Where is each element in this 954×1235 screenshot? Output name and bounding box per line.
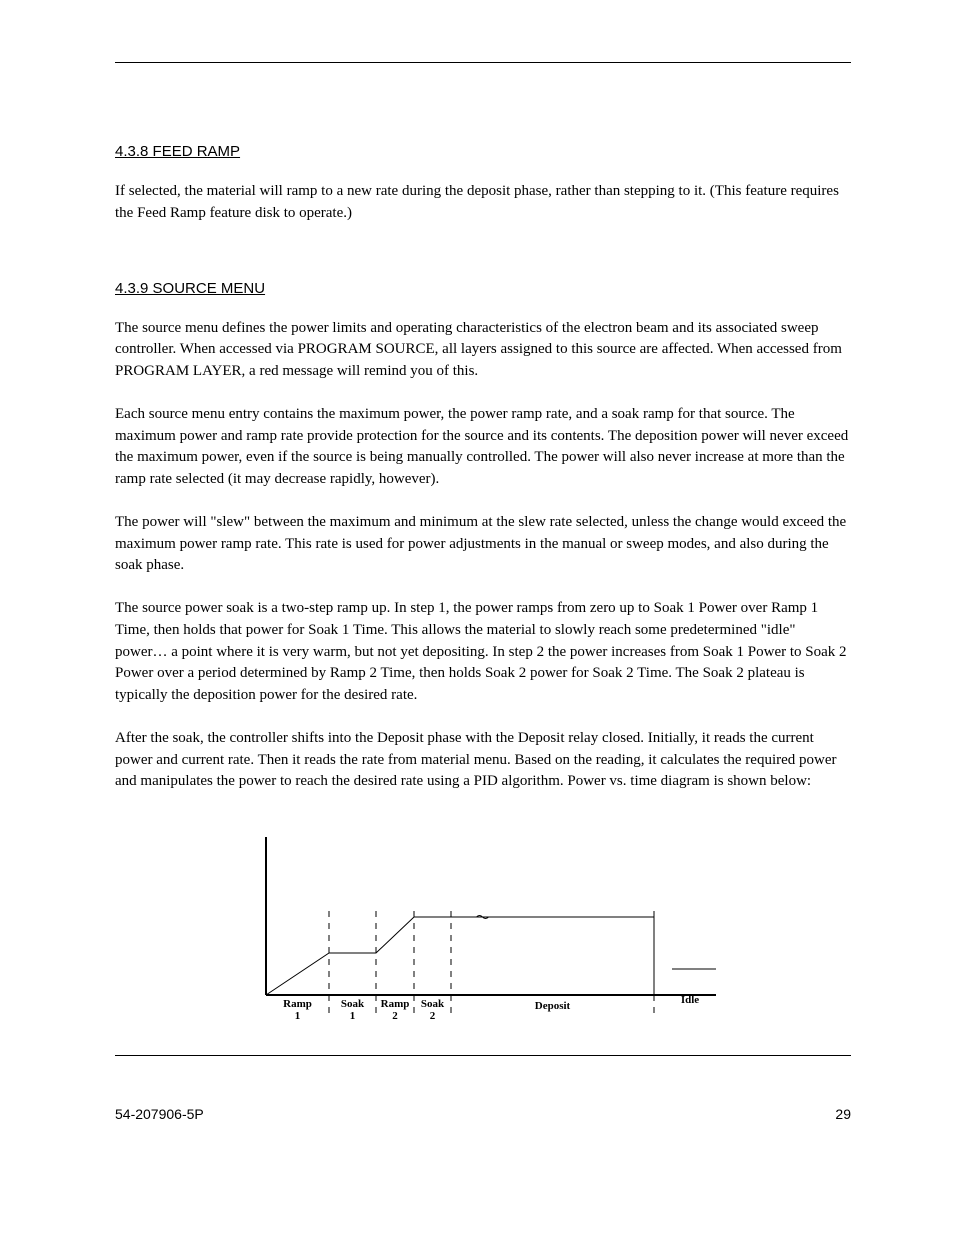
power-time-diagram: Ramp1Soak1Ramp2Soak2DepositIdle: [115, 825, 851, 1025]
paragraph: If selected, the material will ramp to a…: [115, 181, 851, 225]
phase-label: Deposit: [534, 1000, 570, 1012]
phase-label: 1: [294, 1010, 300, 1022]
power-curve: [266, 917, 654, 995]
phase-label: Soak: [420, 998, 444, 1010]
page: 4.3.8 FEED RAMP If selected, the materia…: [0, 0, 954, 1096]
footer-doc-number: 54-207906-5P: [115, 1106, 204, 1122]
top-rule: [115, 62, 851, 63]
heading-source-menu: 4.3.9 SOURCE MENU: [115, 280, 851, 297]
paragraph: The power will "slew" between the maximu…: [115, 512, 851, 577]
bottom-rule: [115, 1055, 851, 1056]
page-footer: 54-207906-5P 29: [0, 1096, 954, 1122]
phase-label: 1: [349, 1010, 355, 1022]
phase-label: 2: [429, 1010, 435, 1022]
paragraph: After the soak, the controller shifts in…: [115, 728, 851, 793]
power-time-chart: Ramp1Soak1Ramp2Soak2DepositIdle: [236, 825, 731, 1025]
phase-label: 2: [392, 1010, 398, 1022]
phase-label: Ramp: [283, 998, 312, 1010]
heading-feed-ramp: 4.3.8 FEED RAMP: [115, 143, 851, 160]
phase-label: Soak: [340, 998, 364, 1010]
paragraph: Each source menu entry contains the maxi…: [115, 404, 851, 491]
footer-page-number: 29: [835, 1106, 851, 1122]
paragraph: The source power soak is a two-step ramp…: [115, 598, 851, 707]
paragraph: The source menu defines the power limits…: [115, 318, 851, 383]
phase-label: Idle: [680, 994, 698, 1006]
phase-label: Ramp: [380, 998, 409, 1010]
